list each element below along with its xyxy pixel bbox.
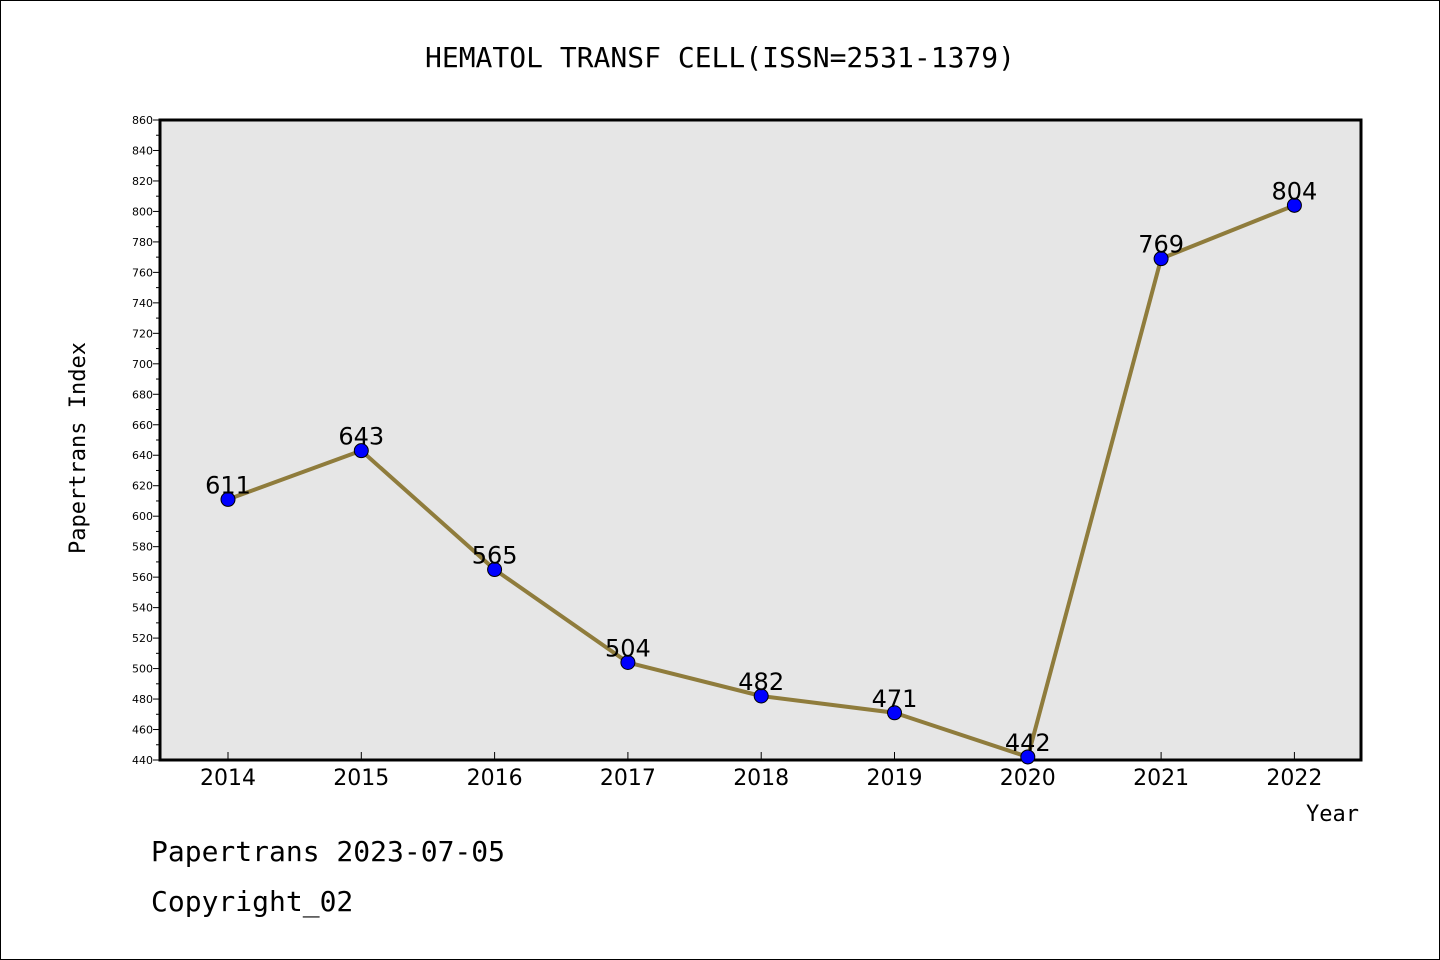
data-labels: 611 643 565 504 482 471 442 769 804 (205, 177, 1317, 757)
x-tick-label: 2014 (200, 766, 256, 791)
y-tick-label: 560 (132, 571, 153, 584)
y-tick-label: 440 (132, 754, 153, 767)
y-axis-title: Papertrans Index (66, 342, 91, 554)
data-label: 504 (605, 634, 651, 662)
data-point (1286, 197, 1302, 213)
y-tick-label: 480 (132, 693, 153, 706)
data-point (887, 705, 902, 721)
data-point (620, 654, 636, 670)
x-tick-label: 2020 (1000, 766, 1056, 791)
y-tick-label: 520 (132, 632, 153, 645)
data-point (220, 491, 236, 507)
y-tick-label: 620 (132, 480, 153, 493)
y-tick-label: 800 (132, 205, 153, 218)
y-tick-label: 660 (132, 419, 153, 432)
data-label: 643 (338, 423, 384, 451)
data-label: 611 (205, 471, 251, 499)
data-label: 442 (1005, 729, 1051, 757)
data-label: 565 (472, 542, 518, 570)
data-label: 769 (1138, 231, 1184, 259)
x-tick-label: 2022 (1266, 766, 1322, 791)
data-point (753, 688, 769, 704)
y-tick-label: 820 (132, 175, 153, 188)
x-axis-title: Year (1306, 802, 1359, 827)
x-axis: 2014 2015 2016 2017 2018 2019 2020 2021 2022 (200, 752, 1322, 791)
y-tick-label: 540 (132, 602, 153, 615)
footer-copyright: Copyright_02 (151, 885, 354, 918)
data-label: 482 (738, 668, 784, 696)
y-tick-label: 780 (132, 236, 153, 249)
y-tick-label: 640 (132, 449, 153, 462)
x-tick-label: 2019 (867, 766, 923, 791)
data-point (1153, 251, 1169, 267)
footer-date: Papertrans 2023-07-05 (151, 835, 506, 868)
x-tick-label: 2021 (1133, 766, 1189, 791)
y-tick-label: 700 (132, 358, 153, 371)
y-tick-label: 460 (132, 724, 153, 737)
y-tick-label: 600 (132, 510, 153, 523)
plot-area (158, 118, 1363, 762)
y-tick-label: 500 (132, 663, 153, 676)
y-tick-label: 840 (132, 144, 153, 157)
y-tick-label: 740 (132, 297, 153, 310)
y-tick-label: 760 (132, 266, 153, 279)
y-tick-label: 580 (132, 541, 153, 554)
data-label: 804 (1271, 177, 1317, 205)
data-point (1020, 749, 1036, 765)
data-point (487, 562, 503, 578)
data-point (353, 443, 369, 459)
x-tick-label: 2018 (733, 766, 789, 791)
chart-title: HEMATOL TRANSF CELL(ISSN=2531-1379) (425, 41, 1015, 74)
y-axis: 440 460 480 500 520 540 560 580 600 620 640 660 680 7… (132, 114, 160, 767)
y-tick-label: 720 (132, 327, 153, 340)
x-tick-label: 2015 (333, 766, 389, 791)
x-tick-label: 2016 (467, 766, 523, 791)
data-markers (220, 197, 1302, 765)
x-tick-label: 2017 (600, 766, 656, 791)
y-tick-label: 860 (132, 114, 153, 127)
y-tick-label: 680 (132, 388, 153, 401)
data-label: 471 (872, 685, 918, 713)
